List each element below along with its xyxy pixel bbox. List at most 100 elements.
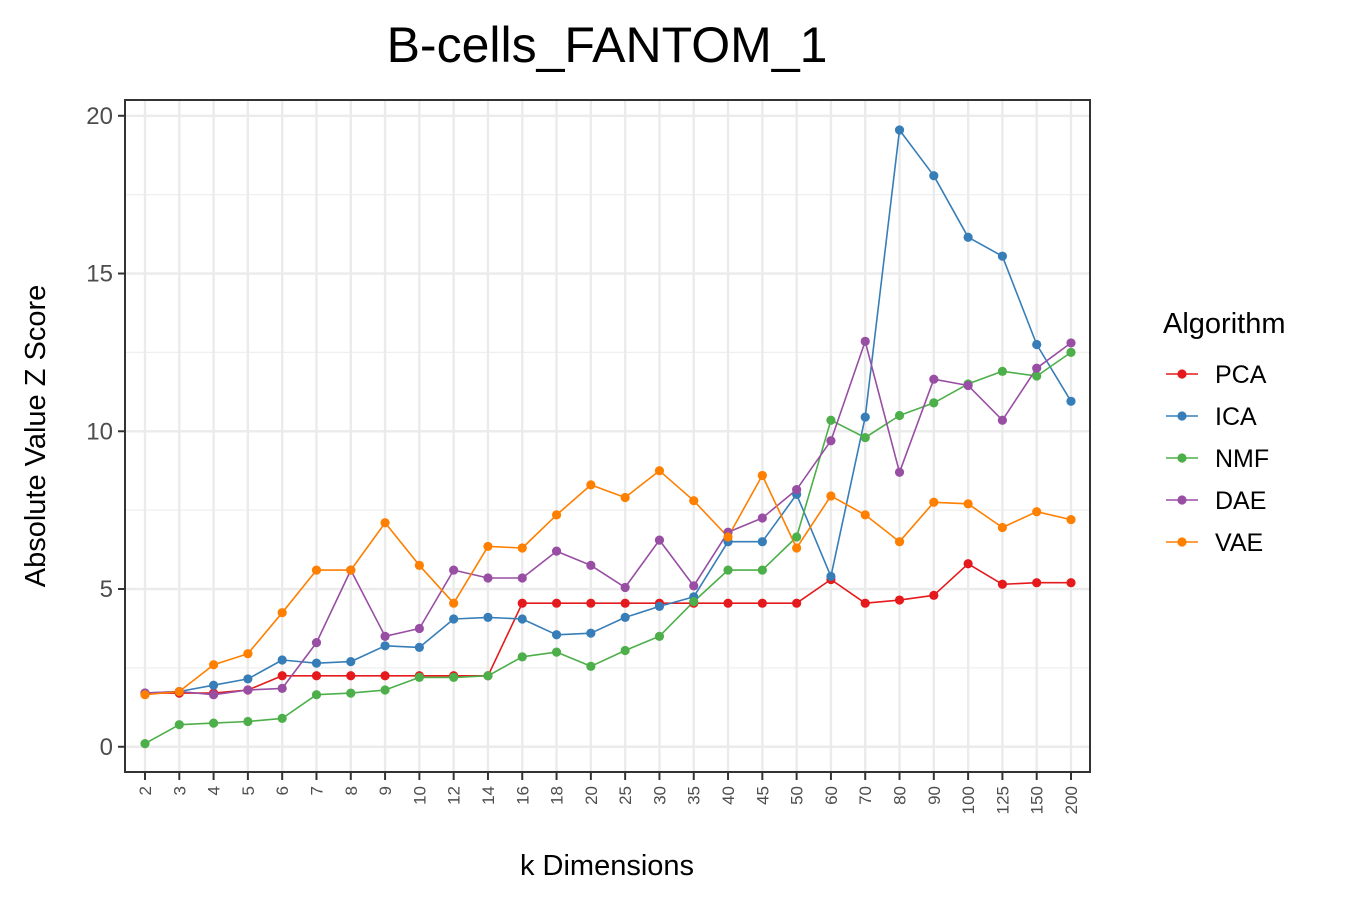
- data-point-nmf: [654, 631, 665, 641]
- data-point-nmf: [277, 713, 287, 723]
- data-point-vae: [346, 565, 356, 575]
- data-point-nmf: [140, 739, 150, 749]
- x-tick-label: 70: [856, 786, 875, 805]
- data-point-dae: [826, 436, 836, 446]
- data-point-ica: [483, 612, 493, 623]
- data-point-dae: [1032, 363, 1042, 373]
- data-point-vae: [792, 543, 802, 553]
- data-point-nmf: [997, 366, 1008, 376]
- data-point-nmf: [929, 398, 939, 408]
- legend-label-pca: PCA: [1215, 361, 1267, 389]
- data-point-dae: [414, 623, 424, 634]
- data-point-nmf: [1032, 371, 1042, 381]
- x-tick-label: 80: [891, 786, 910, 805]
- legend-key-point: [1177, 411, 1187, 421]
- legend-title: Algorithm: [1163, 308, 1286, 340]
- x-tick-label: 16: [513, 786, 532, 805]
- y-tick-label: 20: [86, 103, 113, 130]
- data-point-ica: [654, 601, 665, 611]
- x-tick-label: 5: [239, 786, 258, 795]
- x-tick-label: 8: [342, 786, 361, 795]
- data-point-ica: [757, 537, 767, 547]
- data-point-pca: [1032, 578, 1042, 588]
- x-tick-label: 200: [1062, 786, 1081, 814]
- x-tick-label: 7: [307, 786, 326, 795]
- data-point-pca: [517, 598, 527, 608]
- data-point-nmf: [243, 716, 253, 727]
- data-point-vae: [1032, 507, 1042, 517]
- data-point-nmf: [826, 415, 836, 425]
- x-axis: 2 3 4 5 6 7 8 9 10 12 14 16 18 20 25 30 35 40 45 50 60 70 80 90…: [136, 772, 1081, 814]
- data-point-ica: [551, 630, 562, 640]
- data-point-vae: [723, 532, 733, 542]
- data-point-dae: [757, 513, 767, 523]
- data-point-vae: [586, 480, 596, 490]
- legend-key-point: [1177, 453, 1187, 463]
- y-tick-label: 5: [100, 576, 113, 603]
- legend-label-vae: VAE: [1215, 529, 1263, 557]
- data-point-vae: [414, 560, 424, 570]
- data-point-vae: [894, 537, 905, 547]
- series-points: [140, 125, 1076, 749]
- y-tick-label: 10: [86, 418, 113, 445]
- data-point-nmf: [620, 645, 630, 656]
- data-point-pca: [723, 598, 733, 608]
- data-point-dae: [792, 485, 802, 495]
- data-point-ica: [894, 125, 905, 135]
- data-point-ica: [620, 612, 630, 623]
- data-point-dae: [860, 336, 870, 346]
- series-line-nmf: [144, 351, 1072, 745]
- data-point-nmf: [586, 661, 596, 671]
- data-point-ica: [208, 680, 219, 690]
- data-point-vae: [449, 598, 459, 608]
- data-point-nmf: [483, 671, 493, 681]
- data-point-pca: [311, 671, 322, 681]
- data-point-dae: [449, 565, 459, 575]
- data-point-nmf: [792, 532, 802, 542]
- data-point-pca: [757, 598, 767, 608]
- data-point-nmf: [449, 672, 459, 682]
- data-point-vae: [963, 499, 973, 509]
- x-tick-label: 60: [822, 786, 841, 805]
- data-point-vae: [517, 543, 527, 553]
- data-point-vae: [243, 649, 253, 659]
- data-point-vae: [551, 510, 562, 520]
- data-point-vae: [997, 522, 1008, 533]
- data-point-pca: [997, 579, 1008, 589]
- y-axis: 0 5 10 15 20: [86, 103, 125, 761]
- data-point-dae: [997, 415, 1008, 425]
- data-point-nmf: [723, 565, 733, 575]
- data-point-nmf: [380, 685, 390, 695]
- data-point-vae: [311, 565, 322, 575]
- data-point-vae: [140, 690, 150, 700]
- x-tick-label: 125: [993, 786, 1012, 814]
- x-tick-label: 3: [170, 786, 189, 795]
- x-tick-label: 6: [273, 786, 292, 795]
- x-tick-label: 35: [685, 786, 704, 805]
- data-point-ica: [449, 614, 459, 624]
- data-point-dae: [311, 638, 322, 648]
- series-line-dae: [144, 340, 1072, 696]
- data-point-pca: [963, 559, 973, 569]
- x-tick-label: 20: [582, 786, 601, 805]
- data-point-pca: [1066, 578, 1076, 588]
- series-line-ica: [144, 129, 1072, 694]
- series-lines: [144, 129, 1072, 745]
- legend-label-ica: ICA: [1215, 403, 1257, 431]
- x-tick-label: 2: [136, 786, 155, 795]
- legend-key-point: [1177, 495, 1187, 505]
- data-point-nmf: [414, 672, 424, 682]
- data-point-pca: [792, 598, 802, 608]
- data-point-nmf: [860, 432, 870, 443]
- data-point-dae: [380, 631, 390, 641]
- data-point-nmf: [1066, 347, 1076, 357]
- data-point-dae: [654, 535, 665, 545]
- x-axis-title: k Dimensions: [520, 850, 694, 882]
- data-point-ica: [277, 655, 287, 665]
- data-point-dae: [277, 683, 287, 693]
- data-point-vae: [483, 541, 493, 552]
- data-point-ica: [929, 171, 939, 181]
- data-point-pca: [277, 671, 287, 681]
- data-point-nmf: [346, 688, 356, 698]
- x-tick-label: 4: [205, 786, 224, 795]
